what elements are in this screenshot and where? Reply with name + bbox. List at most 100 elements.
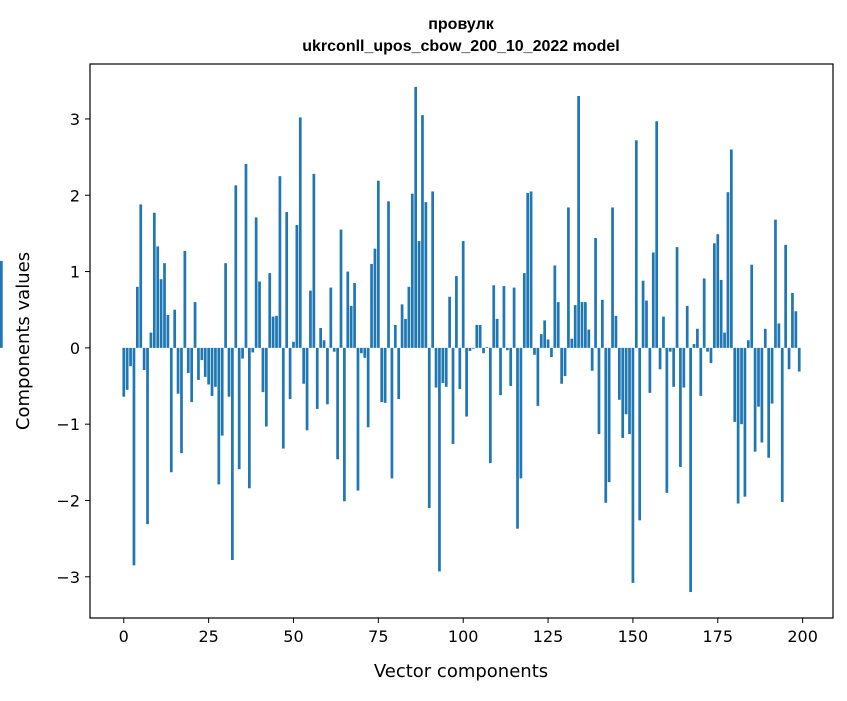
bar-component-100 — [461, 241, 465, 348]
y-tick-label: 0 — [70, 339, 80, 358]
plot-frame — [89, 63, 834, 619]
bar-component-80 — [393, 324, 397, 348]
y-tick-label: −2 — [56, 491, 80, 510]
bar-component-21 — [193, 302, 197, 348]
bar-component-46 — [278, 176, 282, 348]
bar-component-99 — [458, 347, 462, 390]
bar-component-142 — [604, 347, 608, 503]
bar-component-111 — [499, 347, 502, 396]
bar-component-150 — [631, 347, 635, 583]
bar-component-179 — [729, 149, 733, 348]
bar-component-14 — [169, 347, 173, 473]
bar-component-174 — [713, 243, 716, 348]
bar-component-181 — [736, 347, 740, 504]
bar-component-69 — [356, 347, 360, 491]
bar-component-38 — [251, 347, 255, 353]
bar-component-177 — [723, 332, 726, 348]
bar-component-37 — [248, 347, 251, 489]
bar-component-28 — [217, 347, 221, 485]
bar-component-143 — [607, 347, 611, 483]
bar-component-71 — [363, 347, 367, 358]
bar-component-136 — [584, 302, 587, 348]
bar-component-147 — [621, 347, 625, 438]
bar-component-108 — [488, 347, 492, 464]
x-tick-label: 75 — [368, 627, 388, 646]
bar-component-3 — [132, 347, 136, 566]
bar-component-5 — [139, 204, 143, 348]
bar-component-107 — [485, 347, 489, 348]
bar-component-48 — [285, 212, 289, 348]
bar-component-6 — [142, 347, 146, 370]
bar-component-124 — [543, 320, 547, 348]
bar-component-79 — [390, 347, 394, 479]
chart-title-line-2: ukrconll_upos_cbow_200_10_2022 model — [302, 38, 619, 55]
bar-component-115 — [512, 287, 516, 348]
bar-component-184 — [746, 340, 750, 348]
bar-component-90 — [427, 347, 431, 509]
bar-component-62 — [332, 347, 336, 352]
bar-component-157 — [655, 121, 659, 348]
bar-component-76 — [380, 347, 384, 403]
bar-component-8 — [149, 332, 153, 348]
bar-component-175 — [716, 234, 720, 348]
bar-component-27 — [214, 347, 217, 387]
bar-component-109 — [492, 285, 496, 348]
bar-component-24 — [203, 347, 207, 377]
bar-component-139 — [594, 237, 597, 348]
bar-component-173 — [709, 347, 713, 364]
bar-component-105 — [478, 324, 482, 348]
bar-component-182 — [740, 347, 743, 425]
bar-component-103 — [472, 347, 475, 349]
bar-component-93 — [438, 347, 441, 572]
bar-component-40 — [258, 281, 261, 348]
bar-component-73 — [370, 263, 373, 348]
bar-component-163 — [675, 247, 679, 348]
bar-component-72 — [366, 347, 370, 428]
bar-component-151 — [634, 140, 638, 348]
bar-component-16 — [176, 347, 180, 394]
bar-component-166 — [685, 305, 689, 348]
bar-component-101 — [465, 347, 468, 417]
bar-component-134 — [577, 96, 580, 348]
bar-component-138 — [590, 347, 594, 371]
bar-component-33 — [234, 185, 238, 348]
bar-component-66 — [346, 271, 350, 348]
bar-component-129 — [560, 347, 563, 384]
bar-component-153 — [641, 280, 645, 348]
bar-component-176 — [719, 279, 723, 348]
bar-component-131 — [567, 207, 570, 348]
bars-group — [0, 86, 801, 593]
bar-component-67 — [349, 305, 353, 348]
bar-component-81 — [397, 347, 401, 399]
bar-component-158 — [658, 347, 662, 370]
bar-component-169 — [696, 328, 699, 348]
bar-component-60 — [326, 347, 329, 405]
bar-component-74 — [373, 248, 377, 348]
bar-component-34 — [237, 347, 241, 470]
bar-component-159 — [662, 316, 665, 348]
bar-component-198 — [794, 311, 798, 348]
x-tick-label: 175 — [702, 627, 733, 646]
bar-component-43 — [268, 273, 272, 348]
bar-component-98 — [455, 276, 458, 348]
bar-component-30 — [224, 263, 227, 348]
bar-component-165 — [682, 347, 686, 388]
bar-component-122 — [536, 347, 540, 406]
bar-component-61 — [329, 287, 333, 348]
bar-component-9 — [152, 212, 156, 348]
x-tick-label: 200 — [787, 627, 818, 646]
bar-component-52 — [298, 117, 302, 348]
bar-component-152 — [638, 347, 642, 521]
bar-component-19 — [186, 347, 190, 374]
bar-component-110 — [495, 318, 499, 348]
bar-component-78 — [387, 201, 390, 348]
y-tick-label: 1 — [70, 263, 80, 282]
y-tick-label: −1 — [56, 415, 80, 434]
bar-component-185 — [750, 264, 754, 348]
bar-component-56 — [312, 173, 316, 348]
bar-component-84 — [407, 286, 411, 348]
bar-component-160 — [665, 347, 669, 493]
bar-component-23 — [200, 347, 204, 361]
bar-component-116 — [516, 347, 519, 529]
